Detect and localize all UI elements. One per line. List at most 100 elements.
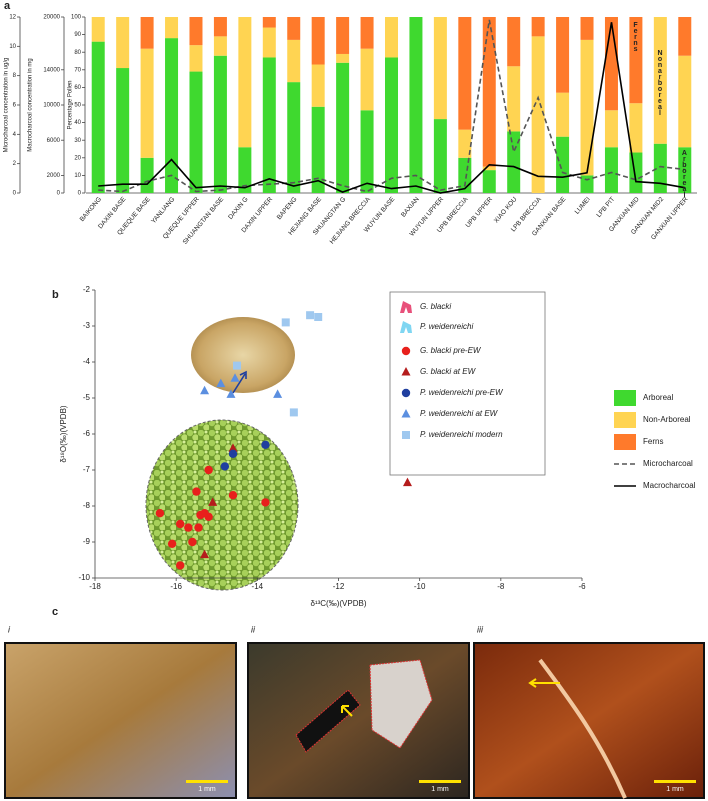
fragment (369, 659, 433, 749)
bar-segment (385, 57, 398, 194)
point (176, 519, 185, 529)
point (273, 389, 283, 398)
bar-segment (556, 136, 570, 193)
scale-bar (186, 780, 228, 783)
arrow (528, 678, 560, 688)
axis-title: Macrocharcoal concentration in mg (28, 58, 34, 151)
legend-label: G. blacki at EW (420, 367, 477, 376)
point (261, 498, 270, 507)
point (194, 523, 203, 532)
legend-marker (401, 409, 411, 418)
legend-label: P. weidenreichi modern (420, 430, 503, 439)
bar-segment (238, 147, 252, 193)
bar-segment (580, 17, 594, 40)
point (200, 549, 210, 559)
scale-bar (419, 780, 461, 783)
x-tick-label: -14 (252, 582, 264, 591)
bar-segment (287, 17, 301, 40)
legend-swatch (614, 434, 636, 450)
x-tick-label: -8 (497, 582, 505, 591)
forest-illustration (145, 419, 299, 591)
legend-icon (400, 301, 412, 313)
legend-label: Microcharcoal (643, 459, 693, 468)
legend-marker (401, 346, 411, 356)
bar-segment (580, 175, 594, 193)
legend-label: G. blacki (420, 302, 451, 311)
bar-segment (336, 62, 350, 194)
point (200, 385, 210, 395)
y-tick-label: 100 (71, 15, 82, 21)
line-series (98, 22, 685, 194)
line-series (98, 19, 685, 193)
bar-segment (433, 119, 447, 193)
legend-swatch (614, 412, 636, 428)
y-tick-label: -4 (83, 357, 91, 366)
bar-segment (262, 17, 276, 28)
x-tick-label: YANLIANG (150, 196, 176, 225)
panel-label: c (52, 606, 58, 618)
annotation: Nonarboreal (656, 50, 663, 116)
y-tick-label: 40 (74, 120, 81, 126)
point (306, 311, 315, 320)
bar-segment (385, 17, 398, 58)
micrograph (4, 642, 237, 799)
scale-label: 1 mm (666, 786, 684, 793)
bar-segment (629, 103, 643, 153)
y-tick-label: -7 (83, 465, 91, 474)
bar-segment (653, 143, 667, 193)
scale-bar (654, 780, 696, 783)
point (188, 537, 197, 547)
bar-segment (556, 17, 570, 93)
bar-segment (482, 170, 496, 193)
point (216, 378, 226, 388)
bar-segment (482, 166, 496, 171)
x-tick-label: BAXIAN (400, 196, 421, 219)
point (228, 443, 238, 452)
x-tick-label: XIAO KOU (493, 196, 519, 225)
arrow (341, 705, 353, 717)
point (281, 318, 290, 327)
point (402, 477, 412, 487)
point (192, 487, 201, 496)
legend-icon (400, 321, 412, 333)
bar-segment (409, 17, 423, 193)
bar-segment (678, 17, 692, 56)
bar-segment (604, 110, 618, 148)
y-tick-label: 20 (74, 155, 81, 161)
legend-label: G. blacki pre-EW (420, 346, 482, 355)
x-tick-label: LPB PIT (595, 196, 616, 219)
bar-segment (531, 17, 545, 37)
y-tick-label: 10 (9, 44, 16, 50)
panel-label: b (52, 289, 59, 301)
scale-label: 1 mm (198, 786, 216, 793)
bar-segment (165, 17, 179, 39)
bar-segment (653, 17, 667, 144)
bar-segment (213, 55, 227, 193)
bar-segment (604, 17, 618, 111)
legend-marker (401, 388, 411, 398)
y-tick-label: 20000 (43, 15, 60, 21)
grassland-illustration (191, 317, 295, 393)
y-tick-label: -2 (83, 285, 91, 294)
bar-segment (140, 48, 154, 158)
bar-segment (91, 41, 105, 193)
point (228, 449, 238, 458)
y-tick-label: 0 (13, 191, 17, 197)
point (167, 539, 177, 548)
bar-segment (311, 64, 325, 107)
y-tick-label: 12 (9, 15, 16, 21)
legend-label: Ferns (643, 437, 663, 446)
bar-segment (189, 17, 203, 46)
y-tick-label: 10 (74, 173, 81, 179)
bar-segment (458, 17, 472, 130)
bar-segment (140, 17, 154, 49)
legend-label: P. weidenreichi (420, 322, 473, 331)
bar-segment (556, 92, 570, 137)
y-tick-label: 2000 (47, 173, 61, 179)
axis-title: Percentage Pollen (68, 80, 74, 129)
micrograph-label: iii (477, 624, 484, 634)
x-tick-label: -10 (414, 582, 426, 591)
bar-segment (678, 147, 692, 193)
bar-segment (213, 36, 227, 56)
y-axis-title: δ¹⁸O(‰)(VPDB) (59, 405, 68, 462)
